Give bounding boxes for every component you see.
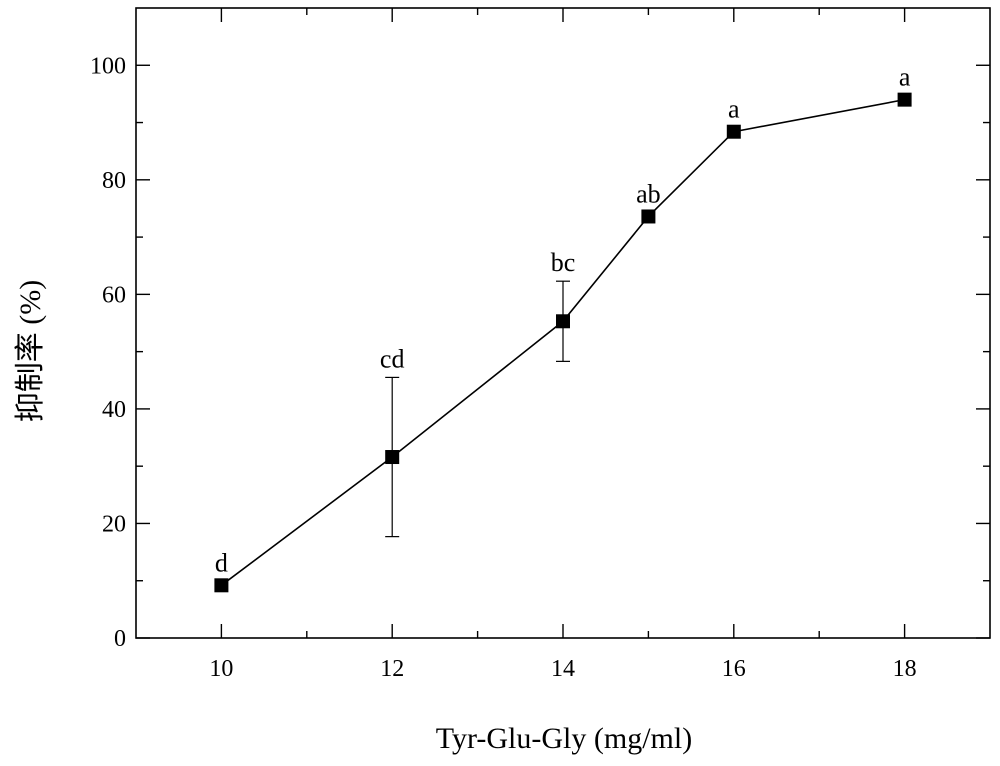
y-axis-label: 抑制率 (%) [14,280,47,422]
significance-label: d [215,548,228,577]
data-point [214,578,229,593]
y-tick-label: 60 [102,282,126,308]
y-tick-label: 40 [102,397,126,423]
x-axis-label: Tyr-Glu-Gly (mg/ml) [436,722,692,755]
data-point [726,124,741,139]
data-point [641,209,656,224]
significance-label: ab [636,179,661,208]
y-tick-label: 20 [102,511,126,537]
data-point [385,450,400,465]
y-tick-label: 80 [102,168,126,194]
x-tick-label: 18 [893,656,917,682]
x-tick-label: 10 [209,656,233,682]
significance-label: a [728,95,740,124]
significance-label: cd [380,344,405,373]
x-axis-ticks: 10 12 14 16 18 [209,8,917,682]
data-point [556,314,570,329]
y-tick-label: 0 [114,626,126,652]
significance-label: a [899,63,911,92]
y-tick-label: 100 [90,53,126,79]
x-tick-label: 12 [380,656,404,682]
plot-area: d cd bc ab a a [214,63,912,593]
y-axis-ticks: 0 20 40 60 80 100 [90,53,990,652]
data-point [897,92,912,107]
series-line [220,98,905,586]
x-tick-label: 16 [722,656,746,682]
significance-label: bc [551,248,576,277]
x-tick-label: 14 [551,656,575,682]
